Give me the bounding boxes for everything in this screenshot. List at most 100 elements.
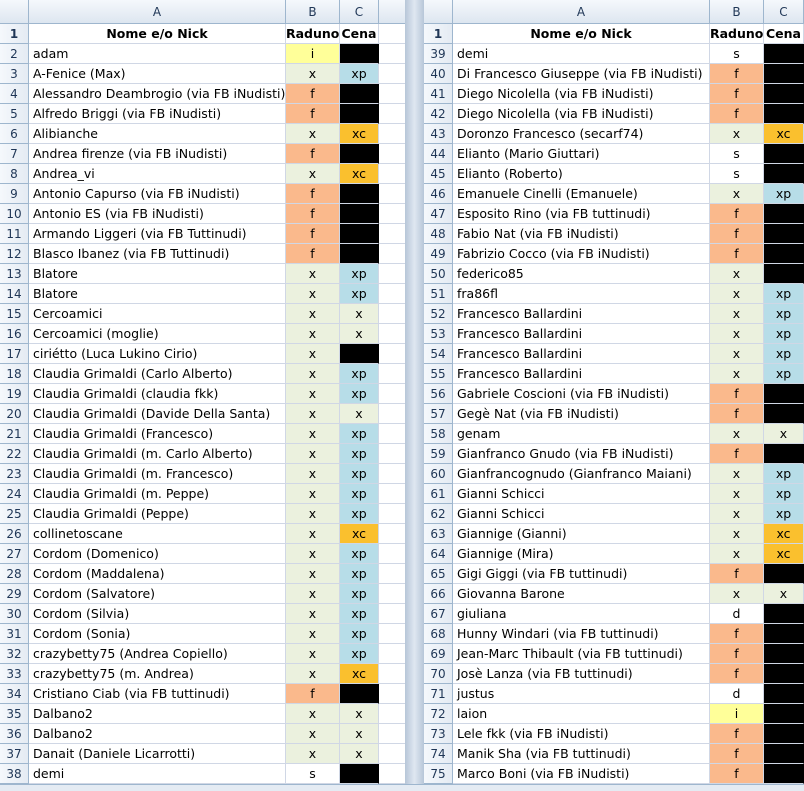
raduno-cell[interactable]: x (286, 404, 340, 424)
row-header[interactable]: 21 (0, 424, 29, 444)
raduno-cell[interactable]: x (286, 584, 340, 604)
cena-cell[interactable]: xp (340, 544, 379, 564)
cena-cell[interactable] (340, 684, 379, 704)
name-cell[interactable]: Claudia Grimaldi (m. Carlo Alberto) (29, 444, 286, 464)
cena-cell[interactable]: xp (340, 64, 379, 84)
empty-cell[interactable] (379, 724, 405, 744)
row-header[interactable]: 58 (424, 424, 453, 444)
cena-cell[interactable] (764, 44, 804, 64)
raduno-cell[interactable]: x (286, 704, 340, 724)
name-cell[interactable]: Cristiano Ciab (via FB tuttinudi) (29, 684, 286, 704)
raduno-cell[interactable]: x (286, 504, 340, 524)
name-cell[interactable]: crazybetty75 (m. Andrea) (29, 664, 286, 684)
empty-cell[interactable] (379, 264, 405, 284)
row-header[interactable]: 6 (0, 124, 29, 144)
cena-cell[interactable]: x (340, 404, 379, 424)
name-cell[interactable]: Esposito Rino (via FB tuttinudi) (453, 204, 710, 224)
cena-cell[interactable]: xp (340, 264, 379, 284)
row-header[interactable]: 59 (424, 444, 453, 464)
name-cell[interactable]: Dalbano2 (29, 704, 286, 724)
cena-cell[interactable]: xp (764, 184, 804, 204)
header-raduno-cell[interactable]: Raduno (710, 24, 764, 44)
name-cell[interactable]: Antonio Capurso (via FB iNudisti) (29, 184, 286, 204)
name-cell[interactable]: Cordom (Salvatore) (29, 584, 286, 604)
name-cell[interactable]: federico85 (453, 264, 710, 284)
cena-cell[interactable]: xc (340, 124, 379, 144)
name-cell[interactable]: Cercoamici (moglie) (29, 324, 286, 344)
row-header[interactable]: 5 (0, 104, 29, 124)
row-header[interactable]: 22 (0, 444, 29, 464)
raduno-cell[interactable]: x (286, 484, 340, 504)
row-header[interactable]: 13 (0, 264, 29, 284)
name-cell[interactable]: Francesco Ballardini (453, 304, 710, 324)
cena-cell[interactable]: xp (340, 644, 379, 664)
cena-cell[interactable] (764, 744, 804, 764)
row-header[interactable]: 26 (0, 524, 29, 544)
name-cell[interactable]: justus (453, 684, 710, 704)
name-cell[interactable]: demi (29, 764, 286, 784)
row-header[interactable]: 40 (424, 64, 453, 84)
raduno-cell[interactable]: x (286, 164, 340, 184)
row-header[interactable]: 45 (424, 164, 453, 184)
cena-cell[interactable]: xp (340, 604, 379, 624)
name-cell[interactable]: Francesco Ballardini (453, 324, 710, 344)
name-cell[interactable]: Doronzo Francesco (secarf74) (453, 124, 710, 144)
row-header[interactable]: 20 (0, 404, 29, 424)
raduno-cell[interactable]: x (710, 344, 764, 364)
name-cell[interactable]: Marco Boni (via FB iNudisti) (453, 764, 710, 784)
row-header[interactable]: 53 (424, 324, 453, 344)
row-header[interactable]: 34 (0, 684, 29, 704)
raduno-cell[interactable]: f (710, 564, 764, 584)
raduno-cell[interactable]: x (286, 344, 340, 364)
raduno-cell[interactable]: x (286, 724, 340, 744)
header-cena-cell[interactable]: Cena (340, 24, 379, 44)
row-header[interactable]: 63 (424, 524, 453, 544)
cena-cell[interactable]: x (764, 424, 804, 444)
empty-cell[interactable] (379, 224, 405, 244)
row-header[interactable]: 24 (0, 484, 29, 504)
cena-cell[interactable] (764, 764, 804, 784)
name-cell[interactable]: Giannige (Mira) (453, 544, 710, 564)
raduno-cell[interactable]: x (286, 544, 340, 564)
row-header[interactable]: 19 (0, 384, 29, 404)
row-header-1[interactable]: 1 (424, 24, 453, 44)
raduno-cell[interactable]: x (286, 384, 340, 404)
cena-cell[interactable] (764, 84, 804, 104)
cena-cell[interactable] (764, 664, 804, 684)
raduno-cell[interactable]: f (286, 224, 340, 244)
empty-cell[interactable] (379, 324, 405, 344)
cena-cell[interactable]: xp (340, 364, 379, 384)
raduno-cell[interactable]: f (710, 84, 764, 104)
raduno-cell[interactable]: f (710, 444, 764, 464)
row-header[interactable]: 17 (0, 344, 29, 364)
name-cell[interactable]: Cordom (Maddalena) (29, 564, 286, 584)
name-cell[interactable]: Alfredo Briggi (via FB iNudisti) (29, 104, 286, 124)
cena-cell[interactable] (340, 44, 379, 64)
raduno-cell[interactable]: x (286, 424, 340, 444)
empty-cell[interactable] (379, 584, 405, 604)
cena-cell[interactable] (764, 204, 804, 224)
cena-cell[interactable] (764, 444, 804, 464)
raduno-cell[interactable]: x (286, 524, 340, 544)
raduno-cell[interactable]: x (710, 304, 764, 324)
row-header[interactable]: 3 (0, 64, 29, 84)
row-header[interactable]: 31 (0, 624, 29, 644)
cena-cell[interactable]: xp (764, 504, 804, 524)
row-header[interactable]: 23 (0, 464, 29, 484)
raduno-cell[interactable]: d (710, 684, 764, 704)
raduno-cell[interactable]: x (710, 484, 764, 504)
column-header-d[interactable] (379, 0, 405, 24)
cena-cell[interactable]: xc (340, 664, 379, 684)
row-header[interactable]: 2 (0, 44, 29, 64)
empty-cell[interactable] (379, 164, 405, 184)
name-cell[interactable]: demi (453, 44, 710, 64)
empty-cell[interactable] (379, 644, 405, 664)
raduno-cell[interactable]: f (710, 624, 764, 644)
row-header[interactable]: 67 (424, 604, 453, 624)
cena-cell[interactable] (764, 624, 804, 644)
row-header[interactable]: 69 (424, 644, 453, 664)
cena-cell[interactable] (764, 684, 804, 704)
raduno-cell[interactable]: f (286, 244, 340, 264)
name-cell[interactable]: Francesco Ballardini (453, 344, 710, 364)
row-header[interactable]: 25 (0, 504, 29, 524)
